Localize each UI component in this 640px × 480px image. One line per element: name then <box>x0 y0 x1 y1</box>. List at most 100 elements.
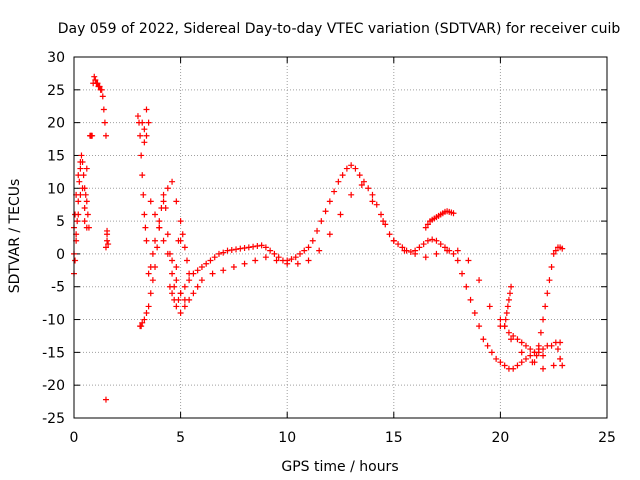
y-tick-label: 10 <box>47 181 65 197</box>
data-point <box>488 349 495 356</box>
data-point <box>348 191 355 198</box>
data-point <box>141 316 148 323</box>
data-point <box>559 245 566 252</box>
data-point <box>284 260 291 267</box>
data-point <box>476 323 483 330</box>
data-point <box>505 296 512 303</box>
data-points <box>71 73 566 403</box>
data-point <box>296 250 303 257</box>
data-point <box>510 365 517 372</box>
data-point <box>75 198 82 205</box>
data-point <box>77 191 84 198</box>
data-point <box>463 283 470 290</box>
data-point <box>152 237 159 244</box>
data-point <box>518 349 525 356</box>
data-point <box>169 270 176 277</box>
data-point <box>546 277 553 284</box>
data-point <box>207 257 214 264</box>
x-axis-label: GPS time / hours <box>281 459 398 475</box>
data-point <box>522 355 529 362</box>
data-point <box>480 336 487 343</box>
data-point <box>252 257 259 264</box>
data-point <box>548 342 555 349</box>
data-point <box>173 264 180 271</box>
data-point <box>241 260 248 267</box>
x-tick-label: 10 <box>278 430 296 446</box>
data-point <box>422 254 429 261</box>
data-point <box>164 250 171 257</box>
data-point <box>143 309 150 316</box>
data-point <box>356 172 363 179</box>
data-point <box>220 267 227 274</box>
data-point <box>514 362 521 369</box>
data-point <box>262 254 269 261</box>
data-point <box>358 181 365 188</box>
data-point <box>335 178 342 185</box>
y-tick-label: -5 <box>51 280 65 296</box>
data-point <box>262 244 269 251</box>
data-point <box>166 283 173 290</box>
data-point <box>186 296 193 303</box>
data-point <box>531 359 538 366</box>
data-point <box>501 323 508 330</box>
data-point <box>228 246 235 253</box>
y-tick-label: 30 <box>47 50 65 66</box>
data-point <box>160 191 167 198</box>
data-point <box>138 323 145 330</box>
data-point <box>88 132 95 139</box>
data-point <box>78 152 85 159</box>
data-point <box>190 290 197 297</box>
data-point <box>401 247 408 254</box>
data-point <box>331 188 338 195</box>
data-point <box>173 303 180 310</box>
data-point <box>326 231 333 238</box>
data-point <box>164 185 171 192</box>
data-point <box>557 355 564 362</box>
data-point <box>80 172 87 179</box>
data-point <box>84 211 91 218</box>
grid-lines <box>74 57 607 418</box>
data-point <box>554 346 561 353</box>
data-point <box>326 198 333 205</box>
y-tick-label: 0 <box>56 247 65 263</box>
data-point <box>271 250 278 257</box>
data-point <box>169 290 176 297</box>
data-point <box>143 237 150 244</box>
series-tec-jump <box>86 73 112 403</box>
data-point <box>522 342 529 349</box>
data-point <box>514 336 521 343</box>
data-point <box>292 254 299 261</box>
data-point <box>175 296 182 303</box>
data-point <box>365 185 372 192</box>
data-point <box>503 309 510 316</box>
data-point <box>497 316 504 323</box>
data-point <box>305 257 312 264</box>
data-point <box>540 316 547 323</box>
data-point <box>154 244 161 251</box>
y-tick-label: 5 <box>56 214 65 230</box>
y-axis-label: SDTVAR / TECUs <box>7 179 23 294</box>
data-point <box>233 246 240 253</box>
data-point <box>459 270 466 277</box>
data-point <box>550 362 557 369</box>
y-tick-label: 15 <box>47 148 65 164</box>
data-point <box>169 257 176 264</box>
data-point <box>450 210 457 217</box>
x-tick-label: 20 <box>491 430 509 446</box>
y-tick-label: 20 <box>47 116 65 132</box>
data-point <box>254 243 261 250</box>
data-point <box>380 218 387 225</box>
data-point <box>198 277 205 284</box>
data-point <box>102 396 109 403</box>
data-point <box>433 250 440 257</box>
data-point <box>493 355 500 362</box>
data-point <box>369 191 376 198</box>
data-point <box>101 119 108 126</box>
data-point <box>83 198 90 205</box>
data-point <box>220 249 227 256</box>
data-point <box>309 237 316 244</box>
data-point <box>301 247 308 254</box>
data-point <box>533 352 540 359</box>
data-point <box>143 132 150 139</box>
data-point <box>441 244 448 251</box>
